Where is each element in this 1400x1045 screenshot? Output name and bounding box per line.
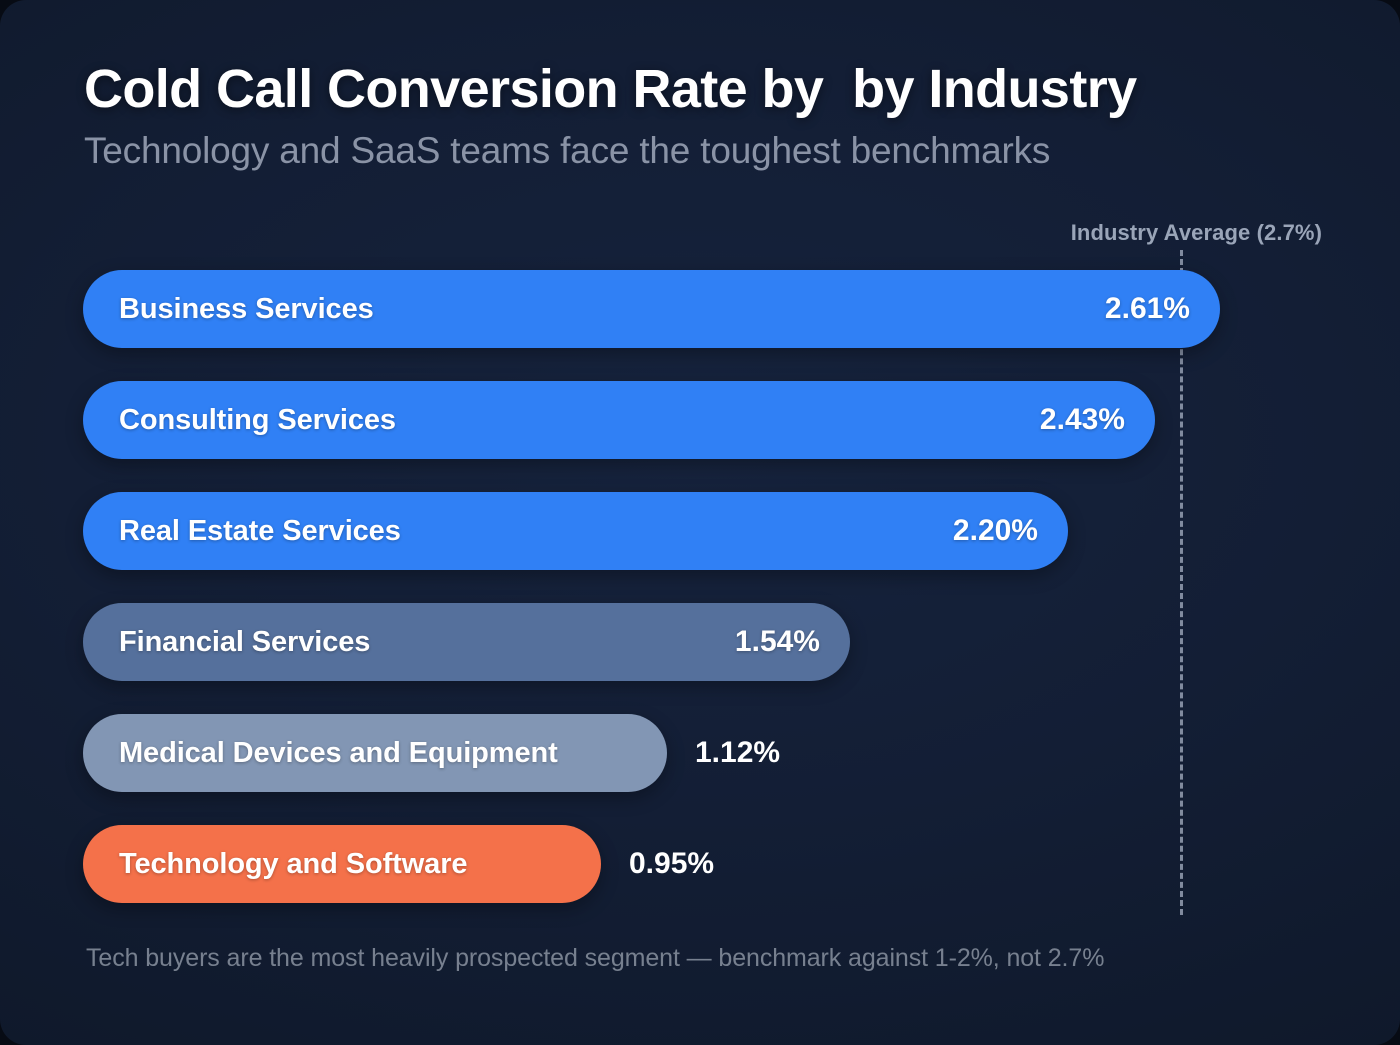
bar-row: Financial Services 1.54%	[83, 603, 850, 681]
chart-footnote: Tech buyers are the most heavily prospec…	[86, 944, 1105, 972]
page-title: Cold Call Conversion Rate by by Industry	[84, 59, 1137, 119]
bar-row: Business Services 2.61%	[83, 270, 1220, 348]
bar-business-services[interactable]: Business Services 2.61%	[83, 270, 1220, 348]
chart-subtitle: Technology and SaaS teams face the tough…	[84, 130, 1051, 171]
bar-row: Real Estate Services 2.20%	[83, 492, 1068, 570]
bar-label: Business Services	[119, 292, 374, 325]
bar-row: Medical Devices and Equipment 1.12%	[83, 714, 780, 792]
bar-value: 2.43%	[1039, 403, 1125, 436]
bar-label: Technology and Software	[119, 847, 468, 880]
bar-value: 0.95%	[629, 847, 715, 880]
bar-consulting-services[interactable]: Consulting Services 2.43%	[83, 381, 1155, 459]
bar-value: 1.12%	[695, 736, 781, 769]
bar-value: 2.61%	[1104, 292, 1190, 325]
bar-financial-services[interactable]: Financial Services 1.54%	[83, 603, 850, 681]
bar-label: Real Estate Services	[119, 514, 401, 547]
bar-label: Financial Services	[119, 625, 371, 658]
bar-medical-devices-and-equipment[interactable]: Medical Devices and Equipment	[83, 714, 667, 792]
bar-value: 2.20%	[952, 514, 1038, 547]
bar-row: Technology and Software 0.95%	[83, 825, 714, 903]
chart-header: Cold Call Conversion Rate by by Industry…	[84, 58, 1324, 174]
bar-row: Consulting Services 2.43%	[83, 381, 1155, 459]
bar-value: 1.54%	[734, 625, 820, 658]
industry-average-label: Industry Average (2.7%)	[1070, 220, 1322, 245]
industry-average-line	[1180, 250, 1183, 915]
bar-label: Consulting Services	[119, 403, 396, 436]
bar-technology-and-software[interactable]: Technology and Software	[83, 825, 601, 903]
bar-label: Medical Devices and Equipment	[119, 736, 558, 769]
bar-chart-plot-area: Business Services 2.61% Consulting Service…	[0, 270, 1400, 915]
bar-real-estate-services[interactable]: Real Estate Services 2.20%	[83, 492, 1068, 570]
